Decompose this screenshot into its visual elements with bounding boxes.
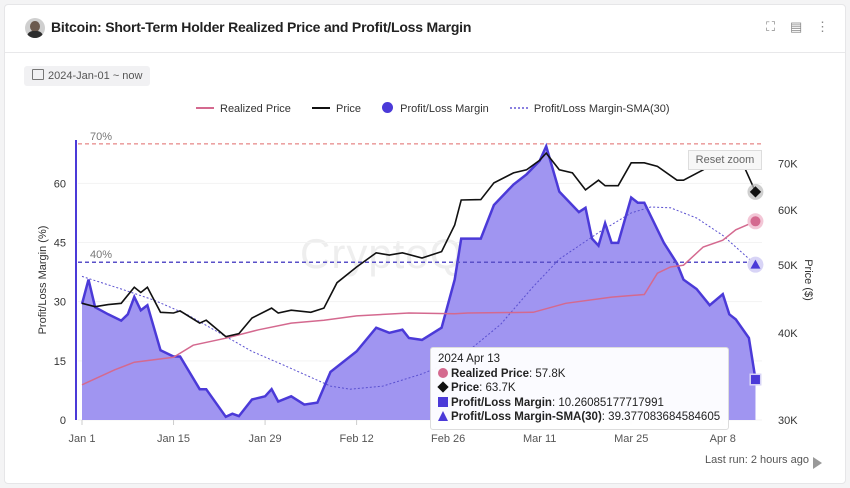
y-right-tick-label: 60K [778, 205, 798, 217]
y-left-tick-label: 15 [54, 356, 66, 368]
y-left-tick-label: 60 [54, 178, 66, 190]
x-tick-label: Jan 1 [69, 433, 96, 445]
y-right-tick-label: 30K [778, 415, 798, 427]
tooltip-date: 2024 Apr 13 [438, 353, 501, 365]
calendar-icon [32, 69, 44, 80]
y-left-axis-title: Profit/Loss Margin (%) [37, 226, 49, 335]
legend-realized-price[interactable]: Realized Price [196, 103, 291, 115]
legend-sma[interactable]: Profit/Loss Margin-SMA(30) [509, 103, 670, 115]
reference-line-label: 40% [90, 249, 112, 261]
date-range-label: 2024-Jan-01 ~ now [48, 70, 143, 82]
author-avatar[interactable] [25, 18, 45, 38]
chart-title: Bitcoin: Short-Term Holder Realized Pric… [51, 19, 472, 35]
legend-profit-loss-margin[interactable]: Profit/Loss Margin [382, 102, 489, 115]
tooltip-row-realized: Realized Price: 57.8K [438, 367, 720, 382]
legend-price[interactable]: Price [311, 103, 361, 115]
x-tick-label: Apr 8 [710, 433, 736, 445]
y-right-tick-label: 70K [778, 158, 798, 170]
realized-marker [750, 216, 761, 227]
tooltip-row-price: Price: 63.7K [437, 381, 720, 396]
y-right-tick-label: 40K [778, 328, 798, 340]
reset-zoom-button[interactable]: Reset zoom [688, 150, 762, 170]
reference-line-label: 70% [90, 131, 112, 143]
x-tick-label: Jan 29 [249, 433, 282, 445]
y-right-axis-title: Price ($) [802, 259, 814, 301]
y-left-tick-label: 0 [60, 415, 66, 427]
y-right-tick-label: 50K [778, 260, 798, 272]
embed-icon[interactable]: ▤ [790, 19, 803, 34]
x-tick-label: Feb 26 [431, 433, 465, 445]
price-marker [749, 186, 762, 198]
tooltip-row-sma: Profit/Loss Margin-SMA(30): 39.377083684… [438, 410, 720, 425]
margin-marker [750, 375, 760, 385]
run-play-icon[interactable] [813, 457, 822, 469]
price-line [81, 151, 757, 338]
x-tick-label: Mar 25 [614, 433, 648, 445]
realized-price-line [81, 220, 756, 386]
x-tick-label: Jan 15 [157, 433, 190, 445]
sma-marker [750, 259, 761, 269]
card-header: Bitcoin: Short-Term Holder Realized Pric… [5, 5, 845, 53]
y-left-tick-label: 45 [54, 238, 66, 250]
x-tick-label: Mar 11 [523, 433, 556, 445]
y-left-tick-label: 30 [54, 297, 66, 309]
tooltip: 2024 Apr 13 Realized Price: 57.8K Price:… [430, 347, 730, 430]
fullscreen-icon[interactable]: ⛶ [766, 19, 776, 34]
more-options-icon[interactable]: ⋮ [816, 19, 829, 34]
x-tick-label: Feb 12 [339, 433, 373, 445]
date-range-picker[interactable]: 2024-Jan-01 ~ now [24, 66, 151, 86]
last-run-text: Last run: 2 hours ago [705, 454, 809, 466]
chart-legend: Realized Price Price Profit/Loss Margin … [196, 102, 688, 115]
tooltip-row-margin: Profit/Loss Margin: 10.26085177717991 [438, 396, 720, 411]
